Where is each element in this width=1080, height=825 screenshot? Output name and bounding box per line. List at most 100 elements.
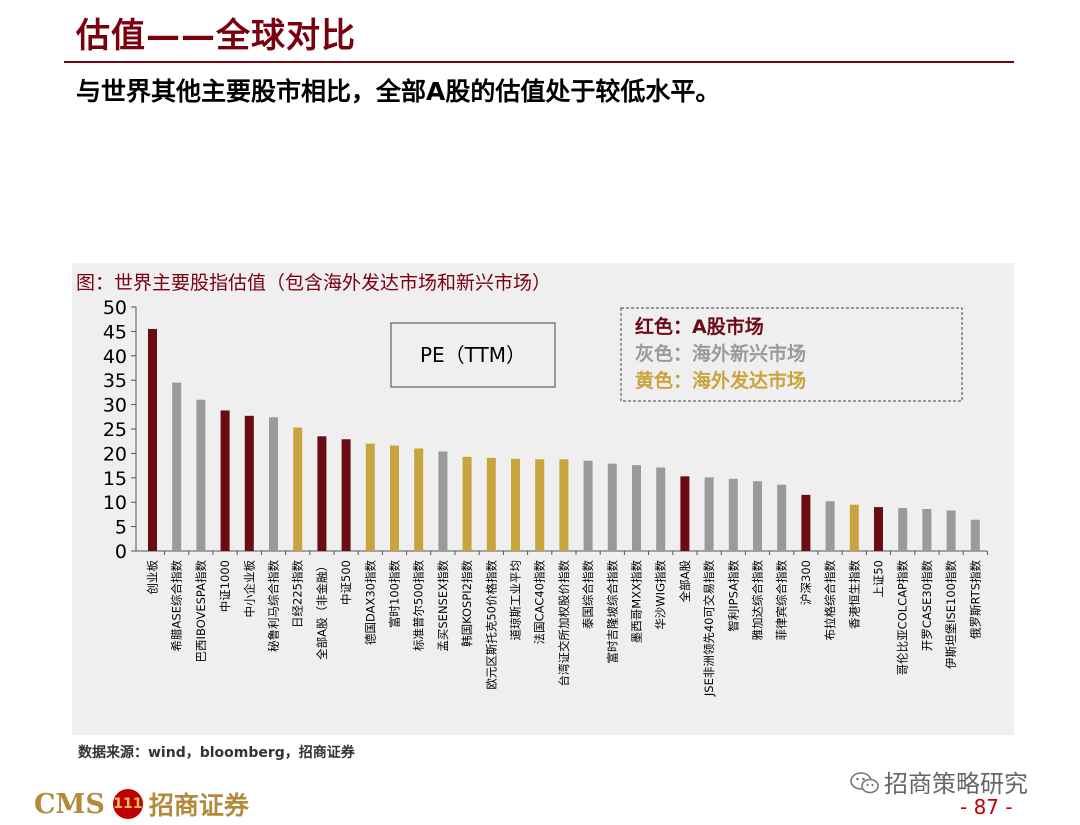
category-label: 伊斯坦堡ISE100指数 xyxy=(944,560,958,669)
category-label: 全部A股（非金融） xyxy=(315,560,329,660)
bar-developed xyxy=(365,443,375,551)
category-label: 台湾证交所加权股价指数 xyxy=(557,560,571,687)
title-divider xyxy=(64,61,1014,63)
bar-emerging xyxy=(777,484,787,551)
category-label: 沪深300 xyxy=(799,560,813,605)
category-label: 中小企业板 xyxy=(242,560,256,618)
category-label: 巴西IBOVESPA指数 xyxy=(194,560,208,663)
bar-emerging xyxy=(922,509,932,551)
category-label: 富时100指数 xyxy=(388,560,402,628)
category-label: 智利IPSA指数 xyxy=(726,560,740,632)
category-label: 俄罗斯RTS指数 xyxy=(968,560,982,639)
slide-subtitle: 与世界其他主要股市相比，全部A股的估值处于较低水平。 xyxy=(76,77,721,106)
bar-developed xyxy=(462,456,472,551)
metric-label: PE（TTM） xyxy=(420,343,526,367)
bar-developed xyxy=(414,448,424,551)
bar-emerging xyxy=(728,478,738,551)
bar-emerging xyxy=(898,508,908,551)
category-label: 孟买SENSEX指数 xyxy=(436,560,450,652)
bar-emerging xyxy=(753,481,762,551)
bar-a_share xyxy=(220,410,230,551)
category-label: 创业板 xyxy=(146,560,160,595)
y-tick-label: 20 xyxy=(103,443,127,465)
wechat-watermark: 招商策略研究 xyxy=(850,764,1028,799)
logo-company-name: 招商证券 xyxy=(148,791,249,820)
bar-developed xyxy=(849,504,859,551)
bar-a_share xyxy=(801,494,811,551)
category-label: 法国CAC40指数 xyxy=(533,560,547,645)
category-label: 全部A股 xyxy=(678,560,692,603)
bar-developed xyxy=(559,459,569,551)
wechat-icon xyxy=(850,772,879,794)
bar-developed xyxy=(486,457,496,551)
y-tick-label: 40 xyxy=(103,346,127,368)
y-tick-label: 0 xyxy=(115,541,127,563)
bar-emerging xyxy=(269,417,278,551)
category-label: 中证500 xyxy=(339,560,353,605)
category-label: 布拉格综合指数 xyxy=(823,560,837,641)
logo-badge-icon: 111 xyxy=(112,789,143,819)
category-label: 日经225指数 xyxy=(291,560,305,628)
y-tick-label: 5 xyxy=(115,517,127,539)
y-tick-label: 10 xyxy=(103,492,127,514)
category-label: 香港恒生指数 xyxy=(847,560,861,629)
legend-item-emerging: 灰色：海外新兴市场 xyxy=(635,342,806,365)
category-label: 华沙WIG指数 xyxy=(654,560,668,630)
bar-developed xyxy=(390,445,399,551)
wechat-account-name: 招商策略研究 xyxy=(884,770,1028,798)
slide-title: 估值——全球对比 xyxy=(76,16,356,56)
category-label: JSE非洲领先40可交易指数 xyxy=(702,560,716,698)
bar-a_share xyxy=(317,436,327,551)
company-logo: CMS 111 招商证券 xyxy=(34,786,249,822)
category-label: 富时吉隆坡综合指数 xyxy=(605,560,619,664)
y-tick-label: 15 xyxy=(103,468,127,490)
y-tick-label: 35 xyxy=(103,370,127,392)
category-label: 希腊ASE综合指数 xyxy=(170,560,184,652)
bar-emerging xyxy=(946,510,956,551)
category-label: 欧元区斯托克50价格指数 xyxy=(484,560,498,690)
logo-cms-text: CMS xyxy=(34,788,105,820)
legend-box xyxy=(620,307,963,402)
bar-a_share xyxy=(341,439,351,551)
page-number: - 87 - xyxy=(960,795,1013,819)
category-label: 哥伦比亚COLCAP指数 xyxy=(896,560,910,676)
bar-a_share xyxy=(244,415,254,551)
metric-label-box xyxy=(390,322,556,388)
bar-emerging xyxy=(632,465,641,551)
category-label: 韩国KOSPI2指数 xyxy=(460,560,474,647)
bar-emerging xyxy=(704,477,714,551)
category-label: 泰国综合指数 xyxy=(581,560,595,629)
bar-emerging xyxy=(196,399,206,551)
bar-developed xyxy=(293,427,303,551)
data-source-note: 数据来源：wind，bloomberg，招商证券 xyxy=(78,745,355,761)
category-label: 开罗CASE30指数 xyxy=(920,560,934,652)
bar-a_share xyxy=(148,328,157,551)
bar-emerging xyxy=(607,463,617,551)
bar-developed xyxy=(511,458,520,551)
bar-emerging xyxy=(656,467,666,551)
y-tick-label: 25 xyxy=(103,419,127,441)
figure-caption: 图：世界主要股指估值（包含海外发达市场和新兴市场） xyxy=(76,272,552,294)
category-label: 雅加达综合指数 xyxy=(751,560,765,641)
bar-emerging xyxy=(583,460,593,551)
category-label: 中证1000 xyxy=(218,560,232,612)
bar-emerging xyxy=(438,451,448,551)
bar-emerging xyxy=(970,519,980,551)
category-label: 菲律宾综合指数 xyxy=(775,560,789,641)
category-label: 德国DAX30指数 xyxy=(363,560,377,646)
category-label: 标准普尔500指数 xyxy=(412,560,426,651)
category-label: 秘鲁利马综合指数 xyxy=(267,560,281,652)
bar-a_share xyxy=(874,507,883,551)
y-tick-label: 50 xyxy=(103,297,127,319)
bar-a_share xyxy=(680,476,690,551)
legend-item-developed: 黄色：海外发达市场 xyxy=(635,369,806,392)
bar-emerging xyxy=(825,501,835,551)
category-label: 上证50 xyxy=(872,560,886,598)
category-label: 墨西哥MXX指数 xyxy=(630,560,644,644)
legend-item-a_share: 红色：A股市场 xyxy=(635,315,764,338)
y-tick-label: 45 xyxy=(103,321,127,343)
category-label: 道琼斯工业平均 xyxy=(509,560,523,641)
y-tick-label: 30 xyxy=(103,395,127,417)
bar-emerging xyxy=(172,382,182,551)
